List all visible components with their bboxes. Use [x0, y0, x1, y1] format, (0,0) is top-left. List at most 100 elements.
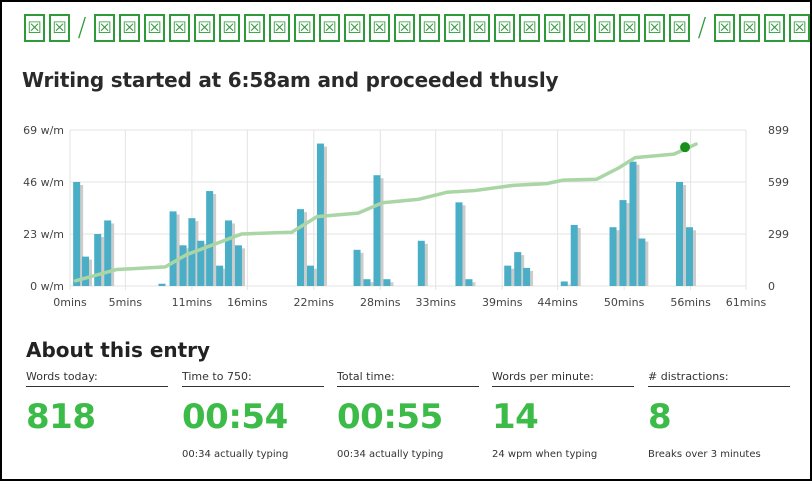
- wpm-bar: [570, 224, 578, 286]
- header-glyph: ☒: [319, 14, 340, 42]
- wpm-bar: [158, 283, 166, 286]
- wpm-bar: [73, 182, 81, 286]
- header-glyph: ☒: [494, 14, 515, 42]
- header-glyph: ☒: [219, 14, 240, 42]
- wpm-bar: [206, 191, 214, 286]
- header-glyph: ☒: [519, 14, 540, 42]
- header-glyph: ☒: [24, 14, 45, 42]
- wpm-bar: [560, 281, 568, 286]
- header-glyph: ☒: [369, 14, 390, 42]
- wpm-bar: [306, 265, 314, 286]
- wpm-bar: [685, 227, 693, 286]
- wpm-bar: [169, 211, 177, 286]
- header-glyph: ☒: [94, 14, 115, 42]
- header-glyph: ☒: [144, 14, 165, 42]
- y-right-tick-label: 0: [768, 280, 775, 293]
- wpm-bar: [676, 182, 684, 286]
- x-tick-label: 44mins: [537, 296, 578, 309]
- stat-value: 818: [26, 397, 96, 437]
- stat-total-time: Total time: 00:55 00:34 actually typing: [337, 370, 479, 460]
- wpm-bar: [609, 227, 617, 286]
- wpm-bar: [224, 220, 232, 286]
- header-glyph: ☒: [469, 14, 490, 42]
- x-tick-label: 56mins: [670, 296, 711, 309]
- x-tick-label: 28mins: [360, 296, 401, 309]
- header-glyph: ☒: [244, 14, 265, 42]
- x-tick-label: 50mins: [604, 296, 645, 309]
- wpm-bar: [638, 238, 646, 286]
- header-glyph: ☒: [594, 14, 615, 42]
- stat-label: Total time:: [337, 370, 479, 387]
- stat-value: 00:55: [337, 397, 443, 437]
- header-glyph: ☒: [444, 14, 465, 42]
- header-glyph: /: [77, 13, 87, 43]
- stat-words-per-minute: Words per minute: 14 24 wpm when typing: [492, 370, 634, 460]
- header-glyph: ☒: [294, 14, 315, 42]
- x-tick-label: 5mins: [109, 296, 143, 309]
- stat-label: # distractions:: [648, 370, 790, 387]
- header-glyph: ☒: [714, 14, 735, 42]
- wpm-bar: [179, 245, 187, 286]
- y-left-tick-label: 69 w/m: [23, 124, 64, 137]
- wpm-bar: [514, 252, 522, 286]
- wpm-bar: [373, 175, 381, 286]
- wpm-bar: [619, 200, 627, 286]
- cumulative-words-line: [73, 142, 698, 283]
- page-title: Writing started at 6:58am and proceeded …: [22, 68, 559, 92]
- wpm-bar: [216, 265, 224, 286]
- wpm-bar: [417, 240, 425, 286]
- header-glyph: ☒: [619, 14, 640, 42]
- wpm-bar: [455, 202, 463, 286]
- header-glyph: ☒: [419, 14, 440, 42]
- wpm-bar: [465, 279, 473, 286]
- header-glyph: ☒: [644, 14, 665, 42]
- x-tick-label: 0mins: [53, 296, 87, 309]
- header-glyph: ☒: [49, 14, 70, 42]
- wpm-bar: [104, 220, 112, 286]
- stat-sub: Breaks over 3 minutes: [648, 449, 761, 460]
- writing-chart: 0 w/m 23 w/m 46 w/m 69 w/m 0 299 599 899 0mins 5m…: [23, 124, 789, 309]
- stat-sub: 24 wpm when typing: [492, 449, 598, 460]
- header-glyph: ☒: [269, 14, 290, 42]
- wpm-bar: [523, 267, 531, 286]
- x-tick-label: 11mins: [172, 296, 213, 309]
- header-glyph: ☒: [669, 14, 690, 42]
- header-glyph: ☒: [544, 14, 565, 42]
- y-left-tick-label: 0 w/m: [30, 280, 64, 293]
- stat-distractions: # distractions: 8 Breaks over 3 minutes: [648, 370, 790, 460]
- about-section-title: About this entry: [26, 338, 211, 362]
- wpm-bar: [297, 209, 305, 286]
- header-glyph: ☒: [569, 14, 590, 42]
- end-marker-dot: [680, 142, 691, 153]
- x-tick-label: 16mins: [227, 296, 268, 309]
- wpm-bar: [504, 265, 512, 286]
- wpm-bar: [94, 234, 102, 286]
- wpm-bar: [234, 245, 242, 286]
- stat-time-to-750: Time to 750: 00:54 00:34 actually typing: [182, 370, 324, 460]
- header-glyph: ☒: [394, 14, 415, 42]
- y-left-tick-label: 23 w/m: [23, 228, 64, 241]
- wpm-bar: [629, 161, 637, 286]
- x-tick-label: 61mins: [726, 296, 767, 309]
- header-glyph: /: [697, 13, 707, 43]
- wpm-bar: [82, 256, 90, 286]
- wpm-bar: [363, 279, 371, 286]
- y-right-tick-label: 299: [768, 228, 789, 241]
- x-tick-label: 33mins: [415, 296, 456, 309]
- y-right-tick-label: 899: [768, 124, 789, 137]
- stat-words-today: Words today: 818: [26, 370, 168, 449]
- stat-value: 00:54: [182, 397, 288, 437]
- x-tick-label: 22mins: [294, 296, 335, 309]
- header-glyph: ☒: [194, 14, 215, 42]
- wpm-bar: [353, 249, 361, 286]
- stat-value: 14: [492, 397, 539, 437]
- header-glyph: ☒: [739, 14, 760, 42]
- header-glyph: ☒: [789, 14, 810, 42]
- stat-label: Words per minute:: [492, 370, 634, 387]
- header-glyph: ☒: [119, 14, 140, 42]
- stat-sub: 00:34 actually typing: [337, 449, 444, 460]
- wpm-bar: [383, 279, 391, 286]
- stat-label: Words today:: [26, 370, 168, 387]
- header-glyph: ☒: [764, 14, 785, 42]
- stat-sub: 00:34 actually typing: [182, 449, 289, 460]
